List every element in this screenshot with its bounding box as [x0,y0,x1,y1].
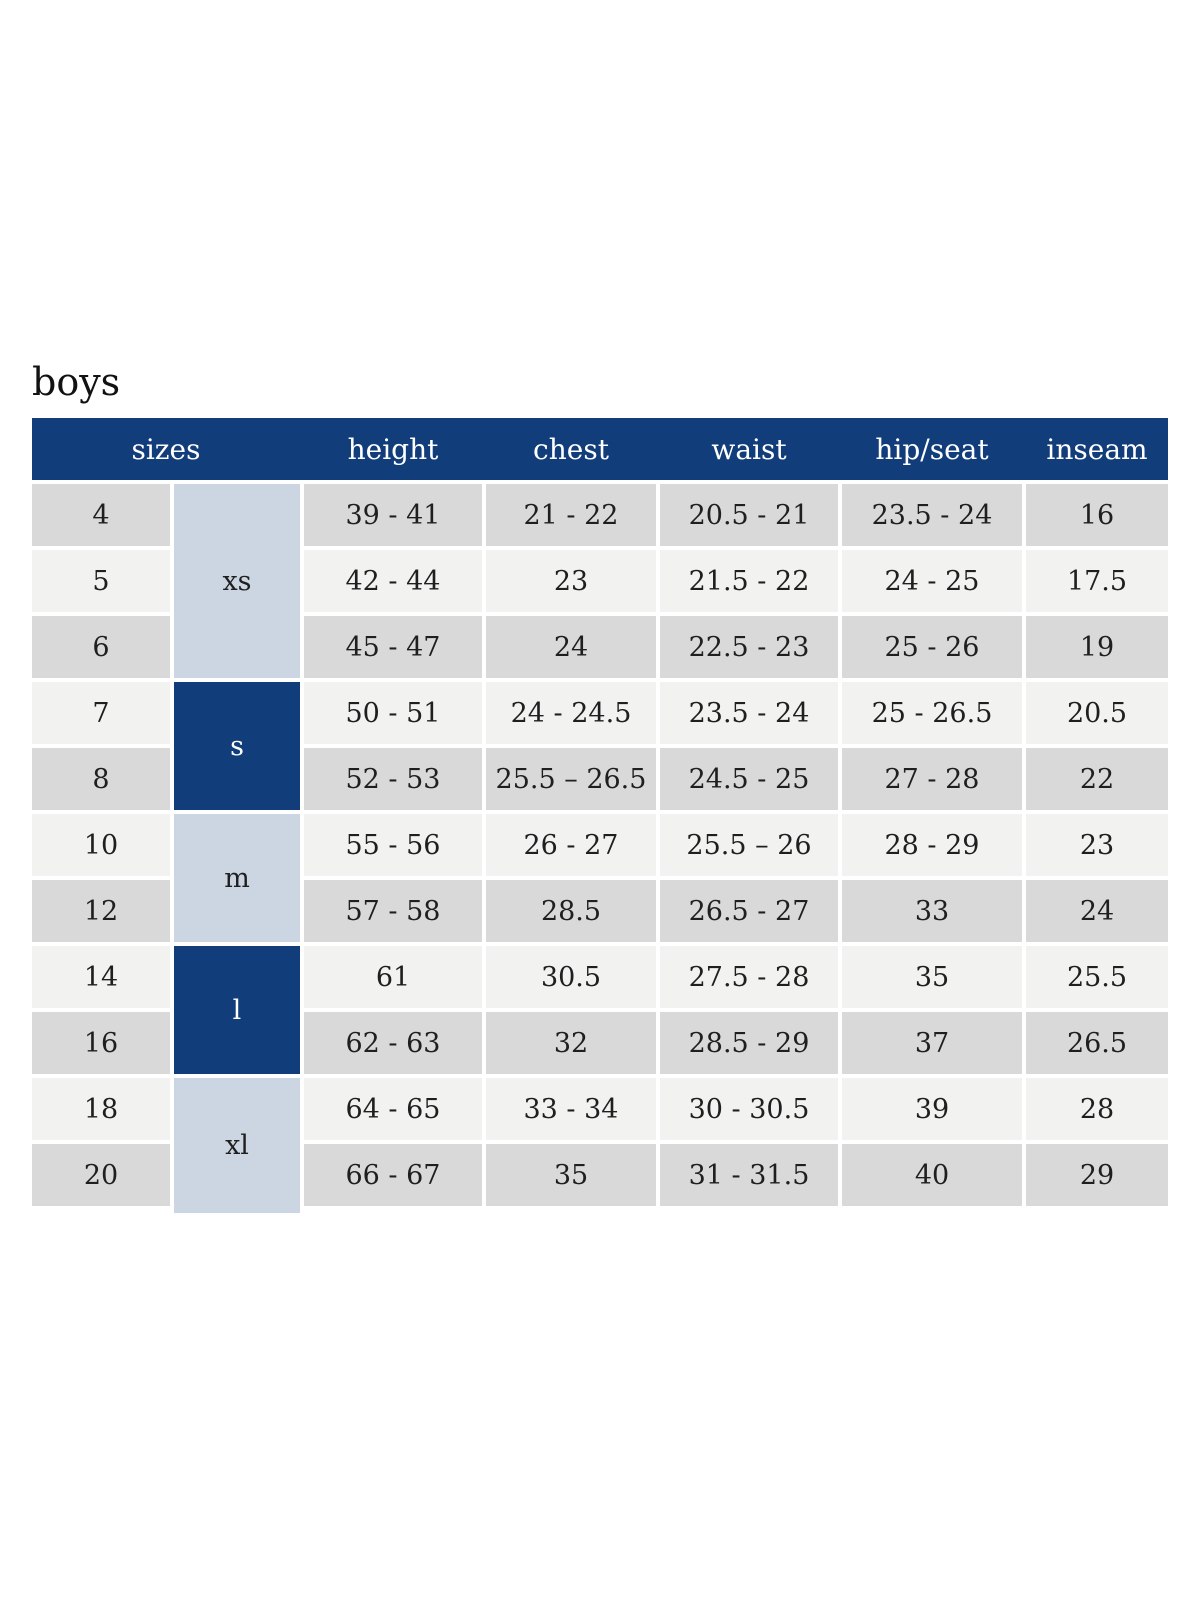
cell-chest: 23 [486,550,656,612]
table-row: 20 66 - 67 35 31 - 31.5 40 29 [32,1144,1168,1206]
cell-chest: 21 - 22 [486,484,656,546]
table-row: 8 52 - 53 25.5 – 26.5 24.5 - 25 27 - 28 … [32,748,1168,810]
cell-size-group-l: l [174,946,300,1074]
table-row: 5 42 - 44 23 21.5 - 22 24 - 25 17.5 [32,550,1168,612]
table-header: sizes height chest waist hip/seat inseam [32,418,1168,480]
cell-height: 66 - 67 [304,1144,482,1206]
cell-height: 42 - 44 [304,550,482,612]
cell-size: 5 [32,550,170,612]
cell-inseam: 26.5 [1026,1012,1168,1074]
cell-size: 7 [32,682,170,744]
cell-height: 57 - 58 [304,880,482,942]
cell-inseam: 24 [1026,880,1168,942]
column-header-chest: chest [533,432,609,466]
cell-size: 10 [32,814,170,876]
cell-hip-seat: 28 - 29 [842,814,1022,876]
cell-waist: 28.5 - 29 [660,1012,838,1074]
cell-chest: 33 - 34 [486,1078,656,1140]
cell-size: 6 [32,616,170,678]
cell-hip-seat: 25 - 26 [842,616,1022,678]
cell-size: 14 [32,946,170,1008]
cell-inseam: 25.5 [1026,946,1168,1008]
column-header-sizes: sizes [131,432,201,466]
cell-hip-seat: 25 - 26.5 [842,682,1022,744]
cell-waist: 20.5 - 21 [660,484,838,546]
cell-height: 64 - 65 [304,1078,482,1140]
cell-chest: 28.5 [486,880,656,942]
cell-size-group-s: s [174,682,300,810]
cell-inseam: 19 [1026,616,1168,678]
cell-height: 52 - 53 [304,748,482,810]
cell-inseam: 29 [1026,1144,1168,1206]
table-row: 16 62 - 63 32 28.5 - 29 37 26.5 [32,1012,1168,1074]
table-row: 6 45 - 47 24 22.5 - 23 25 - 26 19 [32,616,1168,678]
cell-chest: 24 [486,616,656,678]
cell-waist: 25.5 – 26 [660,814,838,876]
cell-hip-seat: 35 [842,946,1022,1008]
cell-waist: 27.5 - 28 [660,946,838,1008]
cell-hip-seat: 39 [842,1078,1022,1140]
cell-waist: 24.5 - 25 [660,748,838,810]
cell-height: 61 [304,946,482,1008]
cell-waist: 21.5 - 22 [660,550,838,612]
cell-hip-seat: 23.5 - 24 [842,484,1022,546]
cell-waist: 22.5 - 23 [660,616,838,678]
cell-height: 55 - 56 [304,814,482,876]
cell-size-group-xl: xl [174,1078,300,1213]
cell-waist: 30 - 30.5 [660,1078,838,1140]
table-row: 4 xs 39 - 41 21 - 22 20.5 - 21 23.5 - 24… [32,484,1168,678]
table-row: 12 57 - 58 28.5 26.5 - 27 33 24 [32,880,1168,942]
cell-size-group-m: m [174,814,300,942]
cell-hip-seat: 33 [842,880,1022,942]
cell-hip-seat: 27 - 28 [842,748,1022,810]
cell-height: 62 - 63 [304,1012,482,1074]
cell-height: 39 - 41 [304,484,482,546]
cell-inseam: 28 [1026,1078,1168,1140]
size-table: 4 xs 39 - 41 21 - 22 20.5 - 21 23.5 - 24… [28,480,1172,1217]
cell-size: 12 [32,880,170,942]
cell-size: 4 [32,484,170,546]
cell-inseam: 20.5 [1026,682,1168,744]
cell-waist: 31 - 31.5 [660,1144,838,1206]
column-header-height: height [347,432,439,466]
cell-size: 16 [32,1012,170,1074]
cell-height: 50 - 51 [304,682,482,744]
column-header-hip-seat: hip/seat [875,432,989,466]
table-row: 18 xl 64 - 65 33 - 34 30 - 30.5 39 28 [32,1078,1168,1213]
page-title: boys [32,360,121,404]
cell-chest: 25.5 – 26.5 [486,748,656,810]
cell-inseam: 23 [1026,814,1168,876]
cell-chest: 35 [486,1144,656,1206]
cell-hip-seat: 24 - 25 [842,550,1022,612]
cell-chest: 24 - 24.5 [486,682,656,744]
table-row: 7 s 50 - 51 24 - 24.5 23.5 - 24 25 - 26.… [32,682,1168,810]
cell-size: 8 [32,748,170,810]
size-chart: boys sizes height chest waist hip/seat i… [28,360,1172,1217]
cell-chest: 26 - 27 [486,814,656,876]
cell-hip-seat: 37 [842,1012,1022,1074]
cell-waist: 23.5 - 24 [660,682,838,744]
cell-waist: 26.5 - 27 [660,880,838,942]
column-header-waist: waist [711,432,787,466]
cell-hip-seat: 40 [842,1144,1022,1206]
cell-inseam: 17.5 [1026,550,1168,612]
table-row: 14 l 61 30.5 27.5 - 28 35 25.5 [32,946,1168,1074]
cell-size-group-xs: xs [174,484,300,678]
column-header-inseam: inseam [1046,432,1148,466]
cell-height: 45 - 47 [304,616,482,678]
cell-chest: 32 [486,1012,656,1074]
table-row: 10 m 55 - 56 26 - 27 25.5 – 26 28 - 29 2… [32,814,1168,942]
cell-size: 20 [32,1144,170,1206]
cell-size: 18 [32,1078,170,1140]
cell-inseam: 16 [1026,484,1168,546]
cell-inseam: 22 [1026,748,1168,810]
cell-chest: 30.5 [486,946,656,1008]
